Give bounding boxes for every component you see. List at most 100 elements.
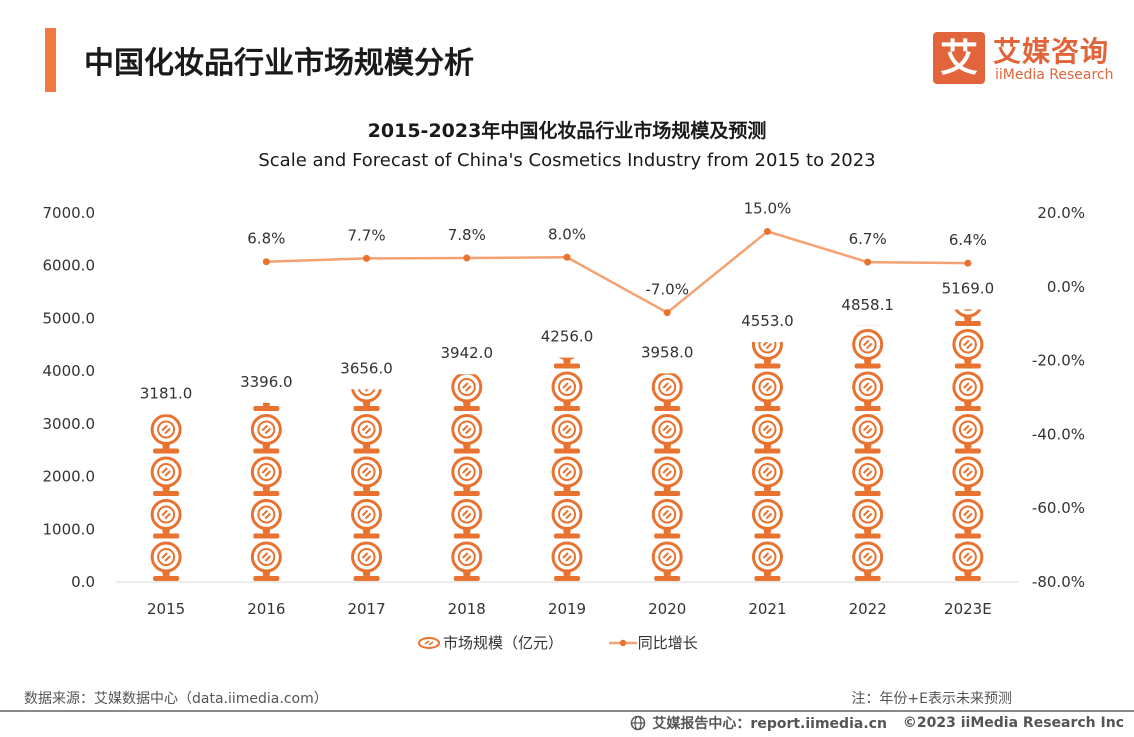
mirror-stem <box>863 358 872 365</box>
mirror-stem <box>563 486 571 492</box>
mirror-base <box>854 491 881 496</box>
mirror-stem <box>963 443 972 450</box>
growth-point <box>964 259 972 267</box>
x-tick-label: 2015 <box>147 600 185 618</box>
mirror-disc <box>551 371 583 403</box>
mirror-base <box>654 364 680 369</box>
mirror-glint <box>963 424 970 432</box>
growth-value-label: -7.0% <box>645 281 689 299</box>
mirror-inner-ring <box>257 463 276 481</box>
mirror-stem <box>462 528 471 535</box>
mirror-glint <box>867 216 872 221</box>
line-marker-legend-icon <box>608 639 637 646</box>
mirror-base <box>654 448 681 454</box>
mirror-disc <box>250 456 282 488</box>
mirror-glint <box>161 467 168 474</box>
mirror-stem <box>362 443 371 450</box>
mirror-disc <box>250 414 282 445</box>
mirror-glint <box>565 512 572 520</box>
mirror-stem <box>963 571 972 577</box>
mirror-glint <box>462 509 469 517</box>
mirror-glint <box>264 555 272 562</box>
mirror-glint <box>363 341 368 346</box>
mirror-base <box>554 491 580 496</box>
mirror-glint <box>265 344 270 349</box>
mirror-stem <box>663 443 672 450</box>
mirror-glint <box>364 555 372 562</box>
mirror-base <box>253 491 280 496</box>
bar-value-label: 5169.0 <box>942 280 995 298</box>
mirror-glint <box>566 216 571 221</box>
mirror-glint <box>765 470 773 477</box>
mirror-glint <box>264 427 272 435</box>
mirror-glint <box>361 552 369 559</box>
mirror-inner-ring <box>759 252 775 268</box>
mirror-inner-ring <box>558 463 576 481</box>
x-tick-label: 2019 <box>548 600 586 618</box>
y-left-tick-label: 0.0 <box>71 573 95 591</box>
legend-label-market-size: 市场规模（亿元） <box>443 634 564 652</box>
mirror-glint <box>666 259 671 264</box>
mirror-inner-ring <box>359 337 375 353</box>
mirror-stem <box>462 401 471 407</box>
report-center-link[interactable]: 艾媒报告中心：report.iimedia.cn <box>652 716 887 732</box>
mirror-disc <box>952 541 984 573</box>
mirror-disc <box>852 414 884 445</box>
x-tick-label: 2018 <box>448 600 486 618</box>
mirror-glint <box>763 256 768 261</box>
mirror-inner-ring <box>257 548 276 566</box>
mirror-glint <box>161 509 168 517</box>
mirror-inner-ring <box>258 294 274 310</box>
mirror-base <box>854 533 881 539</box>
mirror-disc <box>751 499 783 530</box>
mirror-glint <box>964 298 969 303</box>
mirror-glint <box>662 509 669 517</box>
mirror-base <box>754 491 781 496</box>
mirror-inner-ring <box>758 548 777 566</box>
mirror-disc <box>353 288 381 316</box>
mirror-inner-ring <box>158 294 174 310</box>
mirror-glint <box>966 555 973 562</box>
mirror-disc <box>351 499 383 530</box>
mirror-glint <box>762 509 770 517</box>
mirror-stem <box>462 571 471 577</box>
mirror-base <box>554 363 580 369</box>
mirror-stem <box>262 316 270 322</box>
mirror-glint <box>366 301 371 306</box>
mirror-base <box>253 279 279 284</box>
mirror-glint <box>465 512 472 520</box>
mirror-disc <box>451 541 483 573</box>
mirror-inner-ring <box>157 548 176 566</box>
mirror-inner-ring <box>457 463 476 481</box>
mirror-stem <box>563 443 571 450</box>
mirror-base <box>554 576 580 581</box>
mirror-glint <box>264 470 272 477</box>
mirror-base <box>754 576 781 581</box>
mirror-disc <box>852 499 884 530</box>
mirror-base <box>454 279 480 284</box>
mirror-glint <box>966 427 973 435</box>
mirror-base <box>954 576 981 581</box>
growth-value-label: 6.4% <box>949 231 987 249</box>
mirror-stem <box>763 274 771 280</box>
y-left-tick-label: 5000.0 <box>43 309 96 327</box>
mirror-base <box>954 406 981 411</box>
mirror-glint <box>765 555 773 562</box>
mirror-disc <box>453 288 481 316</box>
mirror-stem <box>763 443 772 450</box>
mirror-stem <box>763 571 772 577</box>
growth-point <box>864 258 872 266</box>
mirror-inner-ring <box>457 420 476 439</box>
mirror-stem <box>863 401 872 407</box>
mirror-glint <box>466 301 471 306</box>
mirror-inner-ring <box>359 209 375 225</box>
mirror-glint <box>663 298 668 303</box>
mirror-base <box>153 576 180 581</box>
mirror-glint <box>662 382 669 389</box>
mirror-inner-ring <box>157 463 176 481</box>
bar-mark <box>551 216 583 581</box>
mirror-inner-ring <box>658 463 677 481</box>
mirror-inner-ring <box>659 252 675 268</box>
mirror-base <box>654 321 680 326</box>
mirror-glint <box>865 512 873 520</box>
